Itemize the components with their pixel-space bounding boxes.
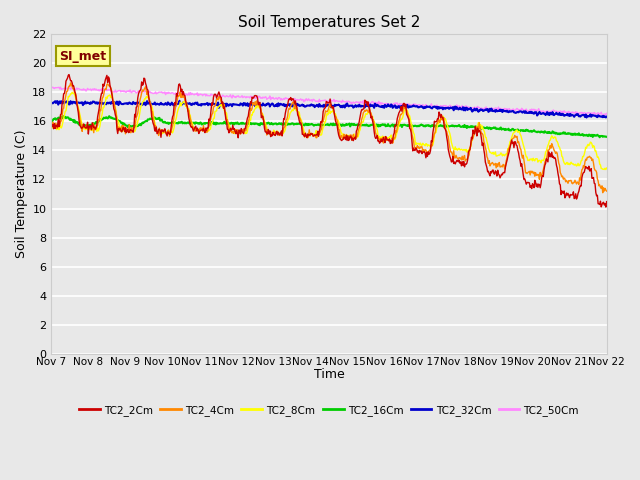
X-axis label: Time: Time — [314, 368, 344, 381]
TC2_2Cm — [397, 104, 405, 109]
Text: SI_met: SI_met — [60, 49, 107, 62]
TC2_2Cm — [172, 101, 179, 107]
TC2_8Cm — [115, 123, 123, 129]
TC2_16Cm — [58, 114, 65, 120]
TC2_8Cm — [201, 127, 209, 132]
TC2_8Cm — [397, 117, 405, 122]
TC2_2Cm — [47, 121, 55, 127]
TC2_50Cm — [599, 112, 607, 118]
TC2_32Cm — [413, 104, 421, 109]
TC2_2Cm — [602, 204, 610, 210]
TC2_16Cm — [397, 122, 405, 128]
TC2_4Cm — [172, 104, 179, 109]
TC2_2Cm — [201, 130, 209, 135]
TC2_8Cm — [602, 167, 610, 172]
TC2_32Cm — [58, 98, 65, 104]
TC2_16Cm — [201, 121, 209, 127]
TC2_4Cm — [397, 112, 405, 118]
TC2_16Cm — [115, 118, 123, 124]
TC2_50Cm — [115, 88, 123, 94]
TC2_4Cm — [47, 121, 55, 127]
TC2_50Cm — [49, 84, 57, 90]
TC2_50Cm — [397, 102, 405, 108]
TC2_32Cm — [603, 114, 611, 120]
TC2_32Cm — [582, 115, 590, 120]
TC2_8Cm — [58, 125, 65, 131]
Y-axis label: Soil Temperature (C): Soil Temperature (C) — [15, 130, 28, 258]
Line: TC2_4Cm: TC2_4Cm — [51, 83, 607, 193]
TC2_4Cm — [67, 80, 74, 86]
TC2_50Cm — [58, 86, 66, 92]
TC2_8Cm — [68, 89, 76, 95]
Legend: TC2_2Cm, TC2_4Cm, TC2_8Cm, TC2_16Cm, TC2_32Cm, TC2_50Cm: TC2_2Cm, TC2_4Cm, TC2_8Cm, TC2_16Cm, TC2… — [75, 401, 583, 420]
TC2_32Cm — [47, 99, 55, 105]
TC2_16Cm — [596, 134, 604, 140]
Line: TC2_2Cm: TC2_2Cm — [51, 74, 607, 207]
TC2_50Cm — [172, 90, 179, 96]
TC2_8Cm — [47, 125, 55, 131]
TC2_32Cm — [171, 101, 179, 107]
TC2_4Cm — [603, 188, 611, 194]
TC2_50Cm — [413, 102, 421, 108]
TC2_50Cm — [201, 91, 209, 97]
TC2_2Cm — [65, 72, 73, 77]
TC2_32Cm — [201, 102, 209, 108]
TC2_2Cm — [115, 127, 123, 133]
TC2_2Cm — [413, 149, 421, 155]
TC2_4Cm — [599, 190, 607, 196]
TC2_16Cm — [413, 123, 421, 129]
TC2_4Cm — [58, 118, 65, 124]
TC2_16Cm — [47, 119, 55, 124]
TC2_8Cm — [413, 141, 421, 146]
Line: TC2_8Cm: TC2_8Cm — [51, 92, 607, 169]
TC2_4Cm — [115, 125, 123, 131]
TC2_32Cm — [115, 102, 122, 108]
TC2_4Cm — [201, 127, 209, 133]
TC2_50Cm — [603, 110, 611, 116]
TC2_8Cm — [172, 118, 179, 123]
Line: TC2_32Cm: TC2_32Cm — [51, 101, 607, 118]
Line: TC2_50Cm: TC2_50Cm — [51, 87, 607, 115]
TC2_32Cm — [397, 103, 405, 109]
TC2_4Cm — [413, 143, 421, 148]
TC2_50Cm — [47, 85, 55, 91]
TC2_2Cm — [603, 199, 611, 204]
TC2_16Cm — [172, 120, 179, 126]
Title: Soil Temperatures Set 2: Soil Temperatures Set 2 — [238, 15, 420, 30]
TC2_2Cm — [58, 111, 65, 117]
TC2_32Cm — [175, 98, 183, 104]
TC2_8Cm — [603, 165, 611, 171]
Line: TC2_16Cm: TC2_16Cm — [51, 116, 607, 137]
TC2_16Cm — [603, 134, 611, 140]
TC2_16Cm — [60, 113, 67, 119]
